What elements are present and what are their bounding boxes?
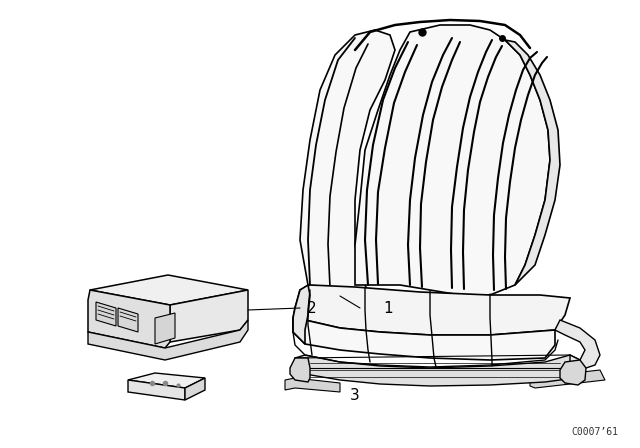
- Polygon shape: [293, 308, 555, 360]
- Polygon shape: [90, 275, 248, 305]
- Polygon shape: [96, 302, 116, 326]
- Polygon shape: [505, 40, 560, 285]
- Polygon shape: [128, 380, 185, 400]
- Text: 3: 3: [350, 388, 360, 402]
- Text: C0007’61: C0007’61: [572, 427, 618, 437]
- Polygon shape: [128, 373, 205, 388]
- Polygon shape: [185, 378, 205, 400]
- Polygon shape: [295, 285, 570, 335]
- Polygon shape: [88, 290, 170, 348]
- Polygon shape: [293, 285, 310, 344]
- Polygon shape: [170, 290, 248, 342]
- Polygon shape: [300, 30, 395, 295]
- Polygon shape: [155, 313, 175, 344]
- Polygon shape: [285, 378, 340, 392]
- Polygon shape: [118, 308, 138, 332]
- Text: 1: 1: [383, 301, 393, 315]
- Polygon shape: [290, 358, 310, 382]
- Polygon shape: [555, 320, 600, 370]
- Polygon shape: [293, 355, 585, 386]
- Polygon shape: [355, 25, 550, 295]
- Text: 2: 2: [307, 301, 317, 315]
- Polygon shape: [560, 360, 586, 385]
- Polygon shape: [88, 320, 248, 360]
- Polygon shape: [530, 370, 605, 388]
